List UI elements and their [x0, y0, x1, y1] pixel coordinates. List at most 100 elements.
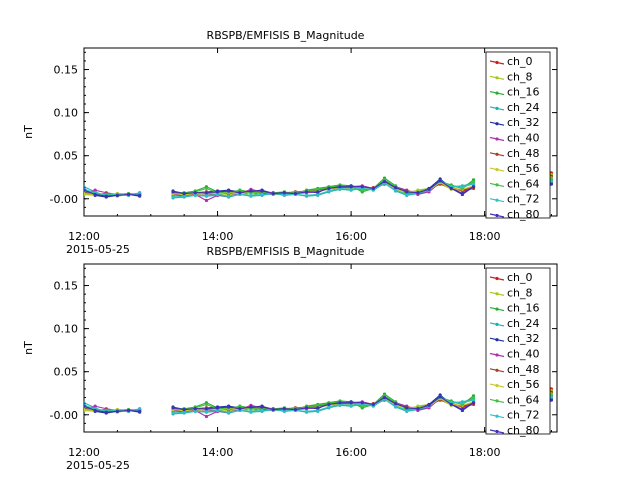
- chart-title: RBSPB/EMFISIS B_Magnitude: [207, 29, 365, 42]
- series-point-ch_72: [193, 193, 197, 197]
- series-point-ch_80: [549, 182, 554, 186]
- series-line-ch_80: [84, 189, 140, 197]
- legend-entry: ch_80: [507, 208, 540, 221]
- legend-marker: [495, 183, 499, 187]
- series-point-ch_80: [349, 185, 353, 189]
- series-point-ch_80: [438, 395, 442, 399]
- y-tick-label: 0.05: [54, 150, 79, 163]
- series-point-ch_80: [360, 401, 364, 405]
- series-point-ch_80: [271, 408, 275, 412]
- legend-marker: [495, 307, 499, 311]
- legend-marker: [495, 276, 499, 281]
- legend-box: [485, 267, 551, 435]
- legend-marker: [495, 60, 499, 65]
- series-point-ch_72: [316, 408, 320, 413]
- series-point-ch_80: [471, 185, 476, 189]
- series-point-ch_80: [215, 406, 220, 410]
- series-point-ch_72: [405, 192, 409, 197]
- legend-marker: [495, 76, 499, 80]
- legend-marker: [495, 168, 499, 172]
- series-point-ch_80: [182, 192, 186, 196]
- chart-title: RBSPB/EMFISIS B_Magnitude: [207, 245, 365, 258]
- x-tick-label: 18:00: [469, 446, 501, 459]
- series-point-ch_80: [204, 191, 209, 195]
- legend-entry: ch_16: [507, 86, 540, 99]
- series-point-ch_72: [349, 403, 353, 407]
- series-point-ch_72: [204, 409, 209, 413]
- legend-entry: ch_72: [507, 193, 540, 206]
- series-point-ch_80: [249, 405, 253, 409]
- series-point-ch_80: [316, 190, 320, 194]
- legend-entry: ch_0: [507, 271, 533, 284]
- legend-marker: [495, 213, 499, 218]
- series-point-ch_72: [460, 401, 464, 405]
- y-tick-label: 0.05: [54, 366, 79, 379]
- legend-entry: ch_0: [507, 55, 533, 68]
- series-point-ch_80: [271, 192, 275, 196]
- series-point-ch_72: [171, 195, 175, 199]
- legend-entry: ch_72: [507, 409, 540, 422]
- y-tick-label: 0.10: [54, 107, 79, 120]
- series-point-ch_80: [405, 406, 409, 410]
- series-point-ch_80: [471, 401, 476, 405]
- series-line-ch_80: [172, 395, 474, 411]
- series-point-ch_80: [460, 408, 464, 412]
- series-point-ch_72: [549, 395, 554, 400]
- series-point-ch_64: [204, 186, 209, 191]
- series-point-ch_80: [93, 192, 97, 197]
- legend-entry: ch_24: [507, 101, 540, 114]
- series-point-ch_80: [304, 406, 309, 410]
- x-tick-label: 16:00: [335, 230, 367, 243]
- series-point-ch_80: [316, 406, 320, 410]
- legend-entry: ch_64: [507, 393, 540, 406]
- series-point-ch_80: [227, 405, 231, 409]
- series-point-ch_64: [204, 402, 209, 407]
- series-point-ch_80: [84, 188, 86, 192]
- x-date-label: 2015-05-25: [66, 459, 130, 472]
- series-point-ch_80: [249, 189, 253, 193]
- series-point-ch_80: [327, 402, 331, 407]
- legend-entry: ch_56: [507, 378, 540, 391]
- series-point-ch_56: [84, 192, 86, 196]
- series-point-ch_80: [371, 186, 375, 191]
- series-point-ch_72: [260, 192, 264, 197]
- series-point-ch_80: [182, 408, 186, 412]
- legend-marker: [495, 292, 499, 296]
- legend-entry: ch_32: [507, 332, 540, 345]
- series-point-ch_40: [204, 414, 209, 419]
- series-point-ch_64: [549, 393, 554, 397]
- series-point-ch_80: [394, 185, 398, 190]
- series-point-ch_80: [449, 186, 453, 191]
- legend-entry: ch_32: [507, 116, 540, 129]
- legend-marker: [495, 353, 499, 357]
- legend-marker: [495, 122, 499, 126]
- series-point-ch_80: [93, 408, 97, 413]
- series-point-ch_80: [416, 191, 420, 195]
- legend-entry: ch_40: [507, 348, 540, 361]
- series-point-ch_72: [227, 410, 231, 414]
- series-point-ch_72: [171, 411, 175, 415]
- series-point-ch_64: [316, 187, 320, 191]
- series-point-ch_72: [349, 187, 353, 191]
- series-group: [84, 158, 554, 203]
- legend-marker: [495, 106, 499, 110]
- legend-marker: [495, 137, 499, 141]
- series-point-ch_72: [327, 405, 331, 409]
- series-point-ch_80: [104, 410, 108, 414]
- series-point-ch_72: [471, 398, 476, 402]
- legend-entry: ch_40: [507, 132, 540, 145]
- legend-entry: ch_24: [507, 317, 540, 330]
- series-point-ch_40: [93, 188, 97, 192]
- y-tick-label: 0.15: [54, 64, 79, 77]
- series-point-ch_80: [193, 191, 197, 195]
- series-point-ch_80: [104, 194, 108, 198]
- series-point-ch_80: [126, 408, 131, 413]
- chart-panel-1: RBSPB/EMFISIS B_Magnitude -0.00 0.05 0.10 0.…: [22, 29, 558, 256]
- series-point-ch_80: [238, 407, 242, 411]
- series-point-ch_72: [260, 408, 264, 413]
- legend-entry: ch_16: [507, 302, 540, 315]
- series-point-ch_72: [193, 409, 197, 413]
- series-point-ch_80: [293, 192, 298, 196]
- legend-marker: [495, 322, 499, 326]
- series-point-ch_80: [204, 407, 209, 411]
